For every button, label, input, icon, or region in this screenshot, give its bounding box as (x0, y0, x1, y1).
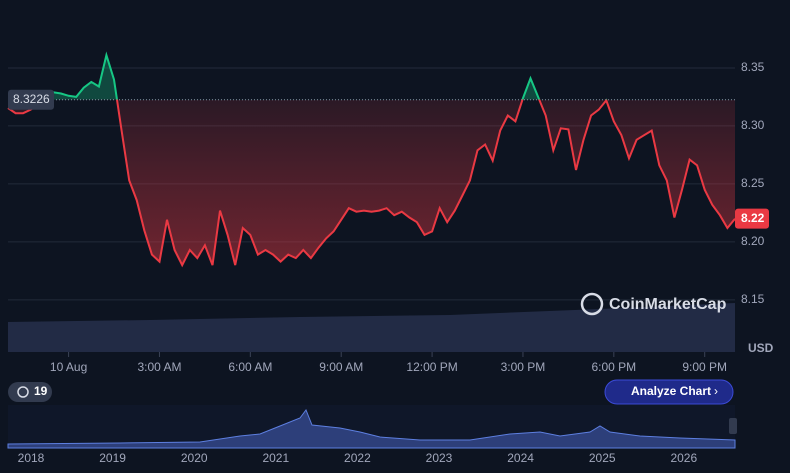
navigator-label: 2023 (426, 451, 453, 465)
navigator-label: 2022 (344, 451, 371, 465)
analyze-arrow: › (714, 384, 718, 398)
area-down (8, 99, 735, 266)
badge[interactable] (8, 382, 52, 402)
analyze-button-text: Analyze Chart (631, 384, 711, 398)
x-tick-label: 12:00 PM (406, 360, 457, 374)
y-tick-label: 8.35 (741, 60, 765, 74)
analyze-button[interactable] (604, 379, 734, 405)
watermark-text: CoinMarketCap (609, 296, 727, 313)
last-price-badge (735, 208, 769, 229)
y-tick-label: 8.25 (741, 176, 765, 190)
navigator-label: 2021 (262, 451, 289, 465)
navigator-handle[interactable] (729, 418, 737, 434)
x-tick-label: 3:00 AM (137, 360, 181, 374)
area-up (8, 55, 735, 100)
navigator-label: 2019 (99, 451, 126, 465)
currency-label: USD (748, 341, 774, 355)
navigator-label: 2024 (507, 451, 534, 465)
badge-icon (17, 386, 29, 398)
last-price-label: 8.22 (741, 211, 765, 225)
badge-text: 19 (34, 384, 48, 398)
y-tick-label: 8.20 (741, 234, 765, 248)
y-tick-label: 8.15 (741, 292, 765, 306)
navigator-label: 2020 (181, 451, 208, 465)
price-line (7, 51, 736, 268)
x-tick-label: 3:00 PM (501, 360, 546, 374)
x-tick-label: 10 Aug (50, 360, 87, 374)
navigator-label: 2026 (670, 451, 697, 465)
x-tick-label: 9:00 AM (319, 360, 363, 374)
navigator-chart (7, 408, 736, 449)
watermark: CoinMarketCap (580, 292, 727, 316)
x-tick-label: 6:00 AM (228, 360, 272, 374)
y-tick-label: 8.30 (741, 118, 765, 132)
reference-label: 8.3226 (13, 92, 50, 106)
x-tick-label: 9:00 PM (682, 360, 727, 374)
volume-area (8, 303, 735, 352)
navigator-label: 2025 (589, 451, 616, 465)
reference-badge (8, 89, 54, 110)
x-tick-label: 6:00 PM (591, 360, 636, 374)
navigator-label: 2018 (18, 451, 45, 465)
